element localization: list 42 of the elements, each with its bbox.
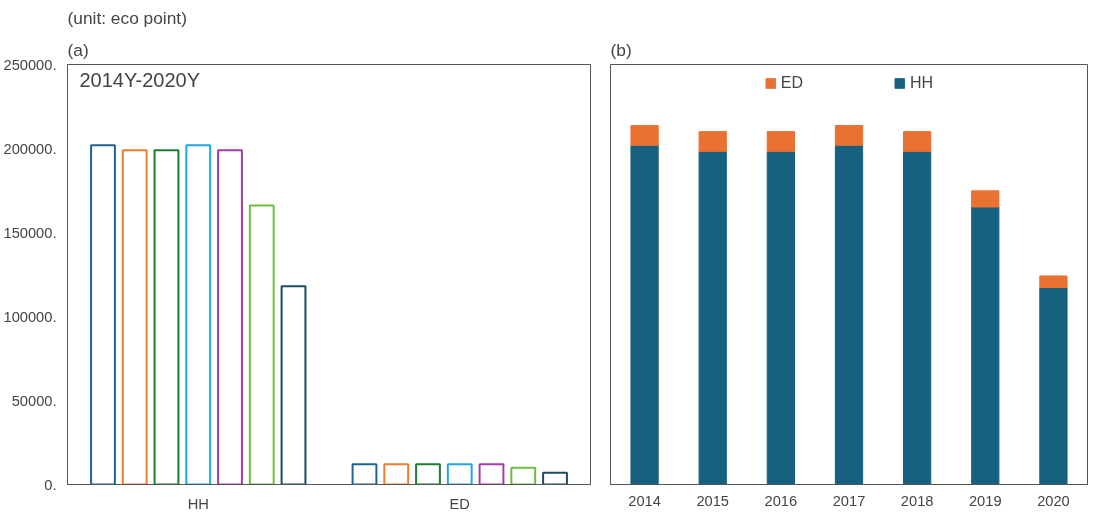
x-tick-label: 2020 [1037,492,1070,509]
y-tick-label: 50000. [11,392,57,409]
chart-title: (b) [610,39,632,60]
bar [766,150,795,485]
annotation: 2014Y-2020Y [79,68,200,91]
bar [903,131,932,152]
bar [217,149,243,485]
bar [834,125,864,146]
legend-label: HH [910,74,934,92]
y-tick-label: 200000. [3,140,57,157]
bar [185,144,212,485]
x-tick-label: 2017 [832,492,866,509]
bar [971,206,1000,485]
bar [280,285,307,485]
legend-label: ED [780,74,804,92]
bar [903,150,932,485]
chart-subtitle: (unit: eco point) [67,7,187,28]
chart-title: (a) [67,39,89,60]
bar [834,144,864,485]
y-tick-label: 0. [44,476,57,493]
bar [630,144,659,485]
x-tick-label: HH [187,495,209,512]
y-tick-label: 250000. [3,56,57,73]
bar [90,144,116,485]
x-tick-label: 2015 [696,492,730,509]
x-tick-label: 2014 [628,492,661,509]
bar [698,150,727,485]
x-tick-label: 2016 [764,492,798,509]
y-tick-label: 100000. [3,308,57,325]
bar [1039,275,1068,288]
bar [971,190,1000,208]
bar [766,131,795,152]
x-tick-label: 2018 [900,492,934,509]
bar [248,204,275,485]
bar [1039,286,1068,485]
x-tick-label: ED [449,495,470,512]
bar [121,149,148,485]
bar [153,149,180,485]
bar [630,125,659,146]
bar [698,131,727,152]
y-tick-label: 150000. [3,224,57,241]
x-tick-label: 2019 [968,492,1002,509]
